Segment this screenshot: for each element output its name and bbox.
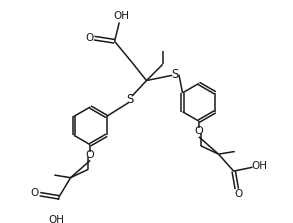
Text: OH: OH xyxy=(252,161,268,171)
Text: OH: OH xyxy=(48,215,64,223)
Text: O: O xyxy=(85,33,93,43)
Text: O: O xyxy=(234,189,242,199)
Text: O: O xyxy=(86,150,95,160)
Text: OH: OH xyxy=(113,11,130,21)
Text: S: S xyxy=(172,68,179,81)
Text: O: O xyxy=(30,188,39,198)
Text: S: S xyxy=(127,93,134,106)
Text: O: O xyxy=(195,126,203,136)
